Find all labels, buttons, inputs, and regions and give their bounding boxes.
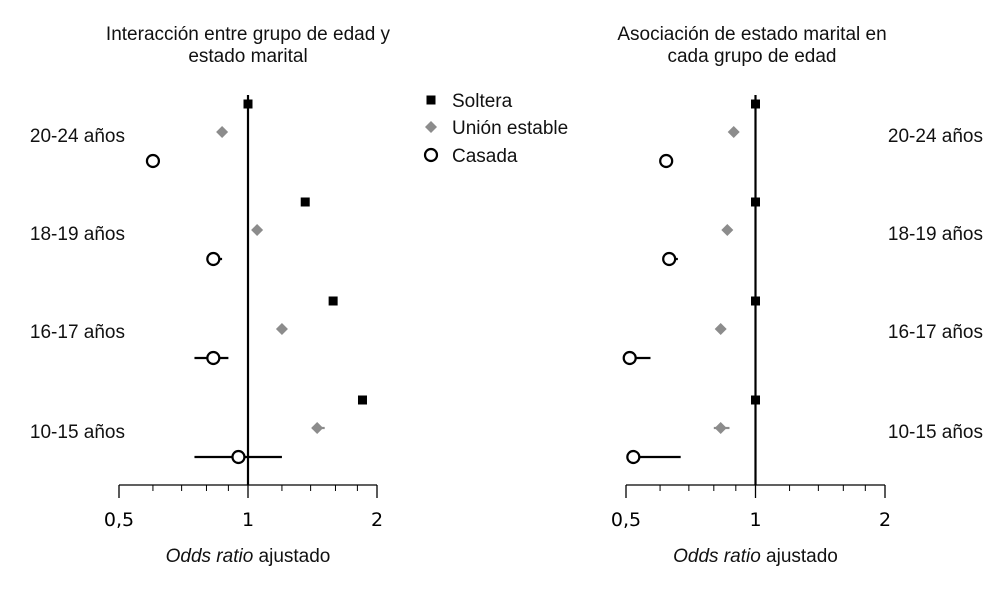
legend-marker-square (426, 95, 436, 105)
point-casada (145, 153, 161, 169)
legend-label: Casada (452, 146, 518, 167)
point-union-estable (714, 323, 727, 335)
panel-1: Interacción entre grupo de edad yestado … (30, 24, 391, 567)
point-casada (622, 350, 637, 366)
legend-label: Unión estable (452, 118, 568, 139)
x-axis-label: Odds ratio ajustado (166, 546, 331, 567)
point-union-estable (727, 126, 740, 138)
x-tick-label: 2 (879, 509, 891, 531)
point-casada (206, 251, 221, 267)
x-tick-label: 2 (371, 509, 383, 531)
legend: Soltera Unión estable Casada (423, 91, 568, 167)
point-union-estable (721, 224, 734, 236)
group-label: 20-24 años (30, 126, 125, 147)
panel-title-line: estado marital (188, 46, 307, 67)
group-label: 18-19 años (30, 224, 125, 245)
point-casada (206, 350, 221, 366)
legend-marker-diamond (425, 121, 437, 133)
x-axis-label-italic: Odds ratio (673, 546, 761, 567)
point-union-estable (714, 422, 727, 434)
x-axis-label-rest: ajustado (253, 546, 330, 567)
point-soltera (243, 99, 253, 109)
point-soltera (751, 395, 760, 405)
point-soltera (328, 296, 338, 306)
x-tick-label: 0,5 (104, 509, 134, 531)
point-casada (626, 449, 641, 465)
panel-title-line: Asociación de estado marital en (617, 24, 886, 45)
legend-label: Soltera (452, 91, 513, 112)
point-union-estable (311, 422, 324, 434)
group-label: 10-15 años (888, 422, 983, 443)
group-label: 16-17 años (30, 322, 125, 343)
point-soltera (751, 197, 760, 207)
point-union-estable (216, 126, 229, 138)
legend-marker-circle (423, 147, 439, 163)
group-label: 20-24 años (888, 126, 983, 147)
point-soltera (300, 197, 310, 207)
point-casada (662, 251, 677, 267)
x-tick-label: 1 (242, 509, 254, 531)
point-union-estable (251, 224, 264, 236)
x-axis-label: Odds ratio ajustado (673, 546, 838, 567)
panel-title-line: cada grupo de edad (667, 46, 836, 67)
x-tick-label: 1 (749, 509, 761, 531)
point-casada (659, 153, 674, 169)
point-soltera (357, 395, 367, 405)
point-union-estable (275, 323, 288, 335)
group-label: 16-17 años (888, 322, 983, 343)
x-axis-label-italic: Odds ratio (166, 546, 254, 567)
group-label: 10-15 años (30, 422, 125, 443)
group-label: 18-19 años (888, 224, 983, 245)
point-casada (231, 449, 246, 465)
panel-title-line: Interacción entre grupo de edad y (106, 24, 391, 45)
point-soltera (751, 99, 760, 109)
x-axis-label-rest: ajustado (761, 546, 838, 567)
x-tick-label: 0,5 (611, 509, 641, 531)
point-soltera (751, 296, 760, 306)
